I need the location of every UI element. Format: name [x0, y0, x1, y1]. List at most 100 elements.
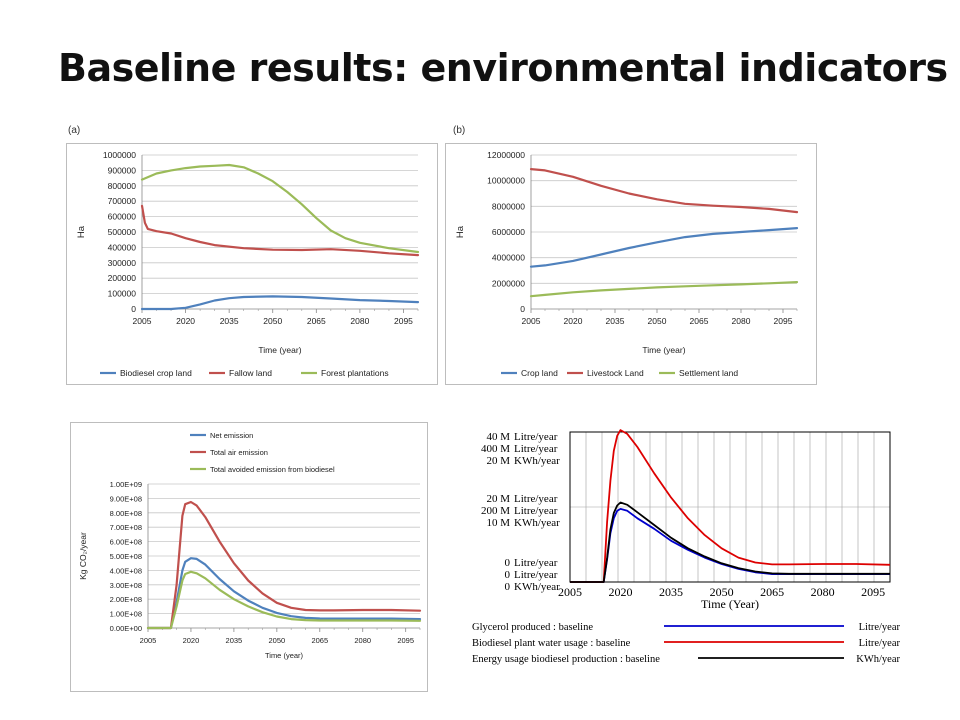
y-tick-label: 0 [131, 304, 136, 314]
y-axis-value: 0 [505, 581, 511, 593]
y-axis-unit: Litre/year [514, 569, 558, 581]
y-tick-label: 1.00E+09 [110, 480, 142, 489]
chart-frame [70, 422, 428, 692]
x-tick-label: 2035 [220, 316, 239, 326]
y-axis-label: Kg CO₂/year [78, 532, 88, 580]
x-tick-label: 2050 [710, 585, 734, 599]
x-tick-label: 2095 [394, 316, 413, 326]
x-tick-label: 2020 [183, 636, 200, 645]
x-tick-label: 2065 [307, 316, 326, 326]
page-title: Baseline results: environmental indicato… [58, 46, 948, 90]
y-axis-value: 0 [505, 557, 511, 569]
x-tick-label: 2050 [268, 636, 285, 645]
legend-label: Total avoided emission from biodiesel [210, 465, 335, 474]
y-tick-label: 9.00E+08 [110, 494, 142, 503]
chart-c-emissions: 0.00E+00 1.00E+08 2.00E+08 3.00E+08 4.00E+08… [70, 422, 428, 692]
y-tick-label: 7.00E+08 [110, 523, 142, 532]
y-tick-label: 200000 [108, 273, 137, 283]
x-tick-label: 2035 [659, 585, 683, 599]
y-tick-label: 4.00E+08 [110, 566, 142, 575]
y-tick-label: 800000 [108, 181, 137, 191]
x-tick-label: 2080 [811, 585, 835, 599]
legend-label: Net emission [210, 431, 253, 440]
y-axis-value: 40 M [486, 431, 510, 443]
legend-label: Biodiesel plant water usage : baseline [472, 638, 631, 649]
x-tick-label: 2035 [606, 316, 625, 326]
series-line-total-air-emission [146, 500, 422, 630]
x-tick-label: 2095 [397, 636, 414, 645]
y-axis-label: Ha [455, 225, 466, 238]
series-line-biodiesel-crop-land [140, 295, 420, 311]
y-axis-value: 400 M [481, 443, 510, 455]
y-tick-label: 700000 [108, 196, 137, 206]
y-axis-unit: KWh/year [514, 455, 560, 467]
legend-label: Livestock Land [587, 368, 644, 378]
y-axis-value: 0 [505, 569, 511, 581]
y-tick-label: 900000 [108, 165, 137, 175]
y-tick-label: 1000000 [103, 150, 136, 160]
x-tick-label: 2095 [774, 316, 793, 326]
y-axis-value: 10 M [486, 517, 510, 529]
y-tick-label: 600000 [108, 212, 137, 222]
y-axis-value: 20 M [486, 455, 510, 467]
legend-unit: KWh/year [856, 654, 900, 665]
panel-label-b: (b) [453, 125, 466, 136]
y-tick-label: 0 [520, 304, 525, 314]
chart-frame [445, 143, 817, 385]
plot-frame [569, 431, 891, 583]
legend-label: Crop land [521, 368, 558, 378]
y-tick-label: 8000000 [492, 201, 525, 211]
legend-label: Forest plantations [321, 368, 389, 378]
series-line-net-emission [146, 557, 422, 630]
chart-d-vensim-outputs: 40 M Litre/year 400 M Litre/year 20 M KWh/yea… [472, 429, 901, 665]
y-tick-label: 5.00E+08 [110, 552, 142, 561]
x-tick-label: 2095 [861, 585, 885, 599]
x-tick-label: 2005 [522, 316, 541, 326]
y-axis-value: 200 M [481, 505, 510, 517]
series-line-energy-usage-biodiesel-production-baseline [570, 501, 890, 583]
y-axis-label: Ha [76, 225, 87, 238]
y-tick-label: 2.00E+08 [110, 595, 142, 604]
y-tick-label: 10000000 [487, 176, 525, 186]
legend-label: Glycerol produced : baseline [472, 622, 593, 633]
y-tick-label: 6000000 [492, 227, 525, 237]
y-tick-label: 400000 [108, 242, 137, 252]
y-axis-unit: Litre/year [514, 493, 558, 505]
x-tick-label: 2005 [140, 636, 157, 645]
legend-unit: Litre/year [859, 638, 901, 649]
y-tick-label: 2000000 [492, 278, 525, 288]
y-tick-label: 3.00E+08 [110, 581, 142, 590]
y-tick-label: 6.00E+08 [110, 538, 142, 547]
series-line-settlement-land [529, 281, 799, 298]
y-axis-unit: KWh/year [514, 517, 560, 529]
chart-b-land-use: 0 2000000 4000000 6000000 8000000 10000000 120… [445, 143, 817, 385]
y-axis-value: 20 M [486, 493, 510, 505]
y-axis-unit: Litre/year [514, 505, 558, 517]
y-tick-label: 100000 [108, 289, 137, 299]
x-tick-label: 2020 [564, 316, 583, 326]
y-tick-label: 1.00E+08 [110, 610, 142, 619]
legend-unit: Litre/year [859, 622, 901, 633]
panel-label-a: (a) [68, 125, 81, 136]
legend-label: Total air emission [210, 448, 268, 457]
x-tick-label: 2005 [133, 316, 152, 326]
y-axis-unit: Litre/year [514, 557, 558, 569]
x-tick-label: 2080 [350, 316, 369, 326]
series-line-forest-plantations [140, 163, 420, 254]
x-tick-label: 2065 [690, 316, 709, 326]
x-axis-label: Time (Year) [701, 597, 759, 611]
y-tick-label: 0.00E+00 [110, 624, 142, 633]
legend-label: Fallow land [229, 368, 272, 378]
x-tick-label: 2080 [732, 316, 751, 326]
x-axis-label: Time (year) [258, 345, 301, 355]
legend-label: Biodiesel crop land [120, 368, 192, 378]
x-tick-label: 2035 [226, 636, 243, 645]
x-tick-label: 2065 [760, 585, 784, 599]
x-tick-label: 2065 [311, 636, 328, 645]
y-axis-unit: Litre/year [514, 443, 558, 455]
x-tick-label: 2020 [176, 316, 195, 326]
x-tick-label: 2005 [558, 585, 582, 599]
y-tick-label: 500000 [108, 227, 137, 237]
y-tick-label: 12000000 [487, 150, 525, 160]
x-axis-label: Time (year) [265, 651, 304, 660]
